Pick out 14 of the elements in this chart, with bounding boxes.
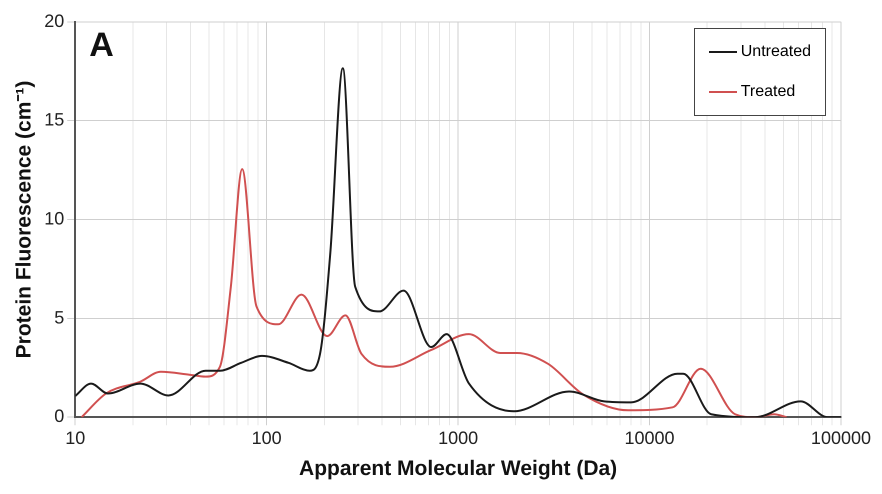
x-tick-label: 100000 xyxy=(810,428,872,448)
x-axis-title: Apparent Molecular Weight (Da) xyxy=(299,457,618,480)
y-tick-label: 20 xyxy=(44,10,64,31)
x-tick-label: 10000 xyxy=(624,428,675,448)
y-axis-title: Protein Fluorescence (cm⁻¹) xyxy=(12,80,36,358)
y-tick-label: 15 xyxy=(44,110,64,130)
legend-label: Treated xyxy=(740,83,796,101)
y-tick-label: 0 xyxy=(54,406,64,426)
annotation: A xyxy=(89,26,114,64)
x-tick-label: 1000 xyxy=(438,428,478,448)
y-tick-label: 5 xyxy=(54,307,64,328)
legend-label: Untreated xyxy=(740,43,811,61)
x-tick-label: 100 xyxy=(252,428,282,448)
y-tick-label: 10 xyxy=(44,208,64,228)
